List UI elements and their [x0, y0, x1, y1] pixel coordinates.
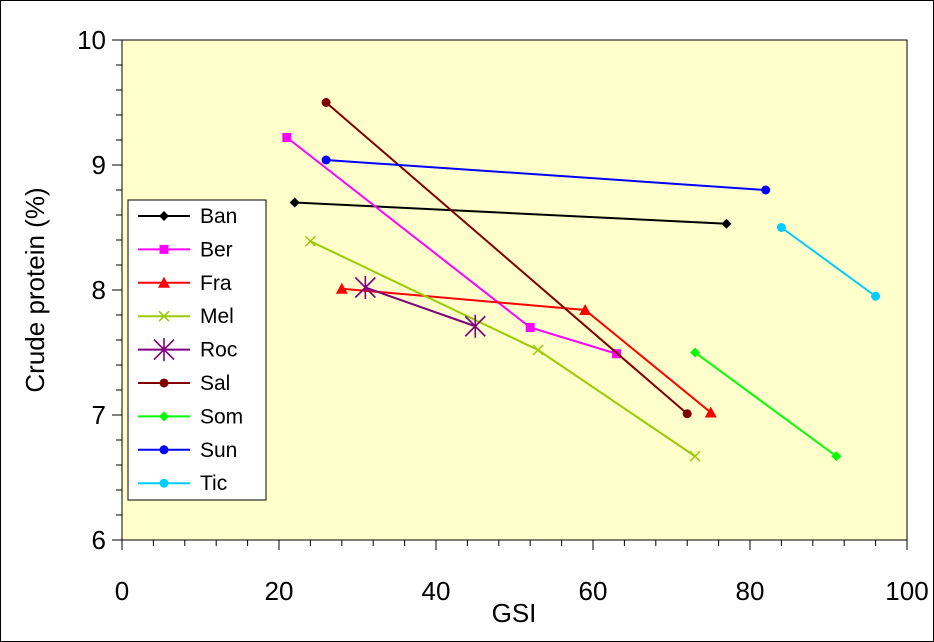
- legend-item-roc: Roc: [138, 338, 237, 362]
- y-tick-label: 6: [92, 525, 106, 555]
- legend-label: Sun: [200, 439, 237, 462]
- legend-item-sun: Sun: [138, 439, 237, 462]
- data-point-sun: [321, 155, 331, 165]
- series-line-som: [694, 351, 837, 458]
- legend-item-mel: Mel: [138, 305, 234, 328]
- legend-swatch-marker: [159, 211, 169, 221]
- legend-label: Sal: [200, 372, 230, 395]
- series-line-sun: [326, 159, 766, 191]
- legend-label: Mel: [200, 305, 234, 328]
- legend-item-sal: Sal: [138, 372, 230, 395]
- legend-label: Roc: [200, 339, 237, 362]
- legend-swatch-marker: [159, 445, 169, 455]
- legend-label: Ber: [200, 238, 233, 261]
- legend-label: Fra: [200, 272, 232, 295]
- data-point-som: [831, 451, 842, 462]
- series-ban: [289, 197, 732, 229]
- legend-swatch-marker: [159, 411, 169, 422]
- series-sun: [321, 155, 771, 195]
- data-point-mel: [689, 450, 701, 462]
- data-point-ber: [525, 323, 535, 332]
- legend-swatch-marker: [159, 378, 169, 388]
- series-tic: [776, 223, 881, 301]
- series-layer: [282, 98, 881, 462]
- legend-swatch-marker: [153, 338, 175, 362]
- data-point-fra: [579, 304, 592, 315]
- data-point-som: [690, 347, 701, 358]
- series-line-tic: [780, 226, 877, 298]
- data-point-ban: [721, 218, 732, 229]
- x-tick-label: 0: [115, 576, 129, 606]
- y-axis-title: Crude protein (%): [20, 187, 50, 392]
- data-point-mel: [304, 235, 316, 247]
- y-tick-label: 10: [77, 25, 106, 55]
- data-point-tic: [871, 291, 881, 301]
- data-point-sun: [761, 185, 771, 195]
- legend-swatch-marker: [158, 276, 170, 288]
- series-roc: [354, 276, 486, 338]
- legend: Ban Ber Fra Mel Roc Sal Som Sun Tic: [127, 199, 267, 501]
- data-point-fra: [704, 406, 717, 418]
- y-tick-label: 7: [92, 400, 106, 430]
- series-line-sal: [325, 101, 688, 415]
- legend-item-fra: Fra: [138, 272, 232, 295]
- x-tick-label: 20: [265, 576, 294, 606]
- legend-label: Ban: [200, 205, 237, 228]
- x-tick-label: 40: [422, 576, 451, 606]
- x-tick-label: 80: [736, 576, 765, 606]
- data-point-fra: [335, 282, 348, 294]
- y-tick-label: 8: [92, 275, 106, 305]
- series-line-ban: [294, 201, 727, 225]
- data-point-ban: [289, 197, 300, 208]
- data-point-ber: [282, 133, 292, 142]
- data-point-roc: [464, 314, 486, 338]
- data-point-tic: [776, 223, 786, 232]
- series-som: [690, 347, 842, 462]
- legend-swatch-marker: [158, 310, 170, 322]
- y-tick-label: 9: [92, 150, 106, 180]
- legend-item-som: Som: [138, 405, 243, 428]
- legend-item-ban: Ban: [138, 205, 237, 228]
- legend-items: Ban Ber Fra Mel Roc Sal Som Sun Tic: [138, 205, 243, 495]
- series-sal: [321, 98, 692, 419]
- legend-swatch-marker: [159, 478, 169, 488]
- x-tick-label: 60: [579, 576, 608, 606]
- data-point-sal: [321, 98, 331, 107]
- x-axis-title: GSI: [492, 598, 537, 628]
- series-line-roc: [365, 286, 476, 328]
- data-point-mel: [532, 344, 544, 356]
- ticks-layer: 0 20 40 60 80 100 6 7 8 9 10: [77, 25, 929, 606]
- series-mel: [304, 235, 701, 462]
- legend-label: Som: [200, 405, 243, 428]
- data-point-roc: [354, 276, 376, 299]
- legend-label: Tic: [200, 472, 227, 495]
- legend-item-tic: Tic: [138, 472, 227, 495]
- data-point-sal: [682, 409, 692, 419]
- legend-swatch-marker: [159, 244, 169, 254]
- legend-item-ber: Ber: [138, 238, 233, 261]
- x-tick-label: 100: [885, 576, 928, 606]
